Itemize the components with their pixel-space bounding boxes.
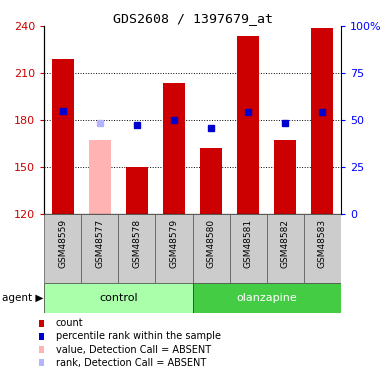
Bar bbox=[192, 283, 341, 313]
Text: agent ▶: agent ▶ bbox=[2, 293, 43, 303]
Text: control: control bbox=[99, 293, 138, 303]
Bar bbox=[192, 214, 229, 283]
Text: GSM48578: GSM48578 bbox=[132, 219, 141, 268]
Text: GSM48559: GSM48559 bbox=[58, 219, 67, 268]
Text: GSM48579: GSM48579 bbox=[169, 219, 179, 268]
Bar bbox=[156, 214, 192, 283]
Bar bbox=[267, 214, 304, 283]
Text: GSM48581: GSM48581 bbox=[244, 219, 253, 268]
Text: olanzapine: olanzapine bbox=[236, 293, 297, 303]
Bar bbox=[163, 82, 185, 214]
Bar bbox=[126, 167, 148, 214]
Text: GSM48577: GSM48577 bbox=[95, 219, 104, 268]
Bar bbox=[119, 214, 156, 283]
Bar bbox=[311, 28, 333, 214]
Text: value, Detection Call = ABSENT: value, Detection Call = ABSENT bbox=[56, 345, 211, 354]
Title: GDS2608 / 1397679_at: GDS2608 / 1397679_at bbox=[112, 12, 273, 25]
Bar bbox=[44, 214, 81, 283]
Bar bbox=[274, 140, 296, 214]
Text: percentile rank within the sample: percentile rank within the sample bbox=[56, 332, 221, 341]
Bar bbox=[81, 214, 119, 283]
Text: rank, Detection Call = ABSENT: rank, Detection Call = ABSENT bbox=[56, 358, 206, 368]
Bar bbox=[89, 140, 111, 214]
Bar bbox=[304, 214, 341, 283]
Text: count: count bbox=[56, 318, 84, 328]
Bar bbox=[200, 148, 222, 214]
Bar bbox=[229, 214, 266, 283]
Text: GSM48582: GSM48582 bbox=[281, 219, 290, 268]
Text: GSM48583: GSM48583 bbox=[318, 219, 327, 268]
Bar bbox=[44, 283, 192, 313]
Text: GSM48580: GSM48580 bbox=[206, 219, 216, 268]
Bar bbox=[52, 59, 74, 214]
Bar bbox=[237, 36, 259, 214]
